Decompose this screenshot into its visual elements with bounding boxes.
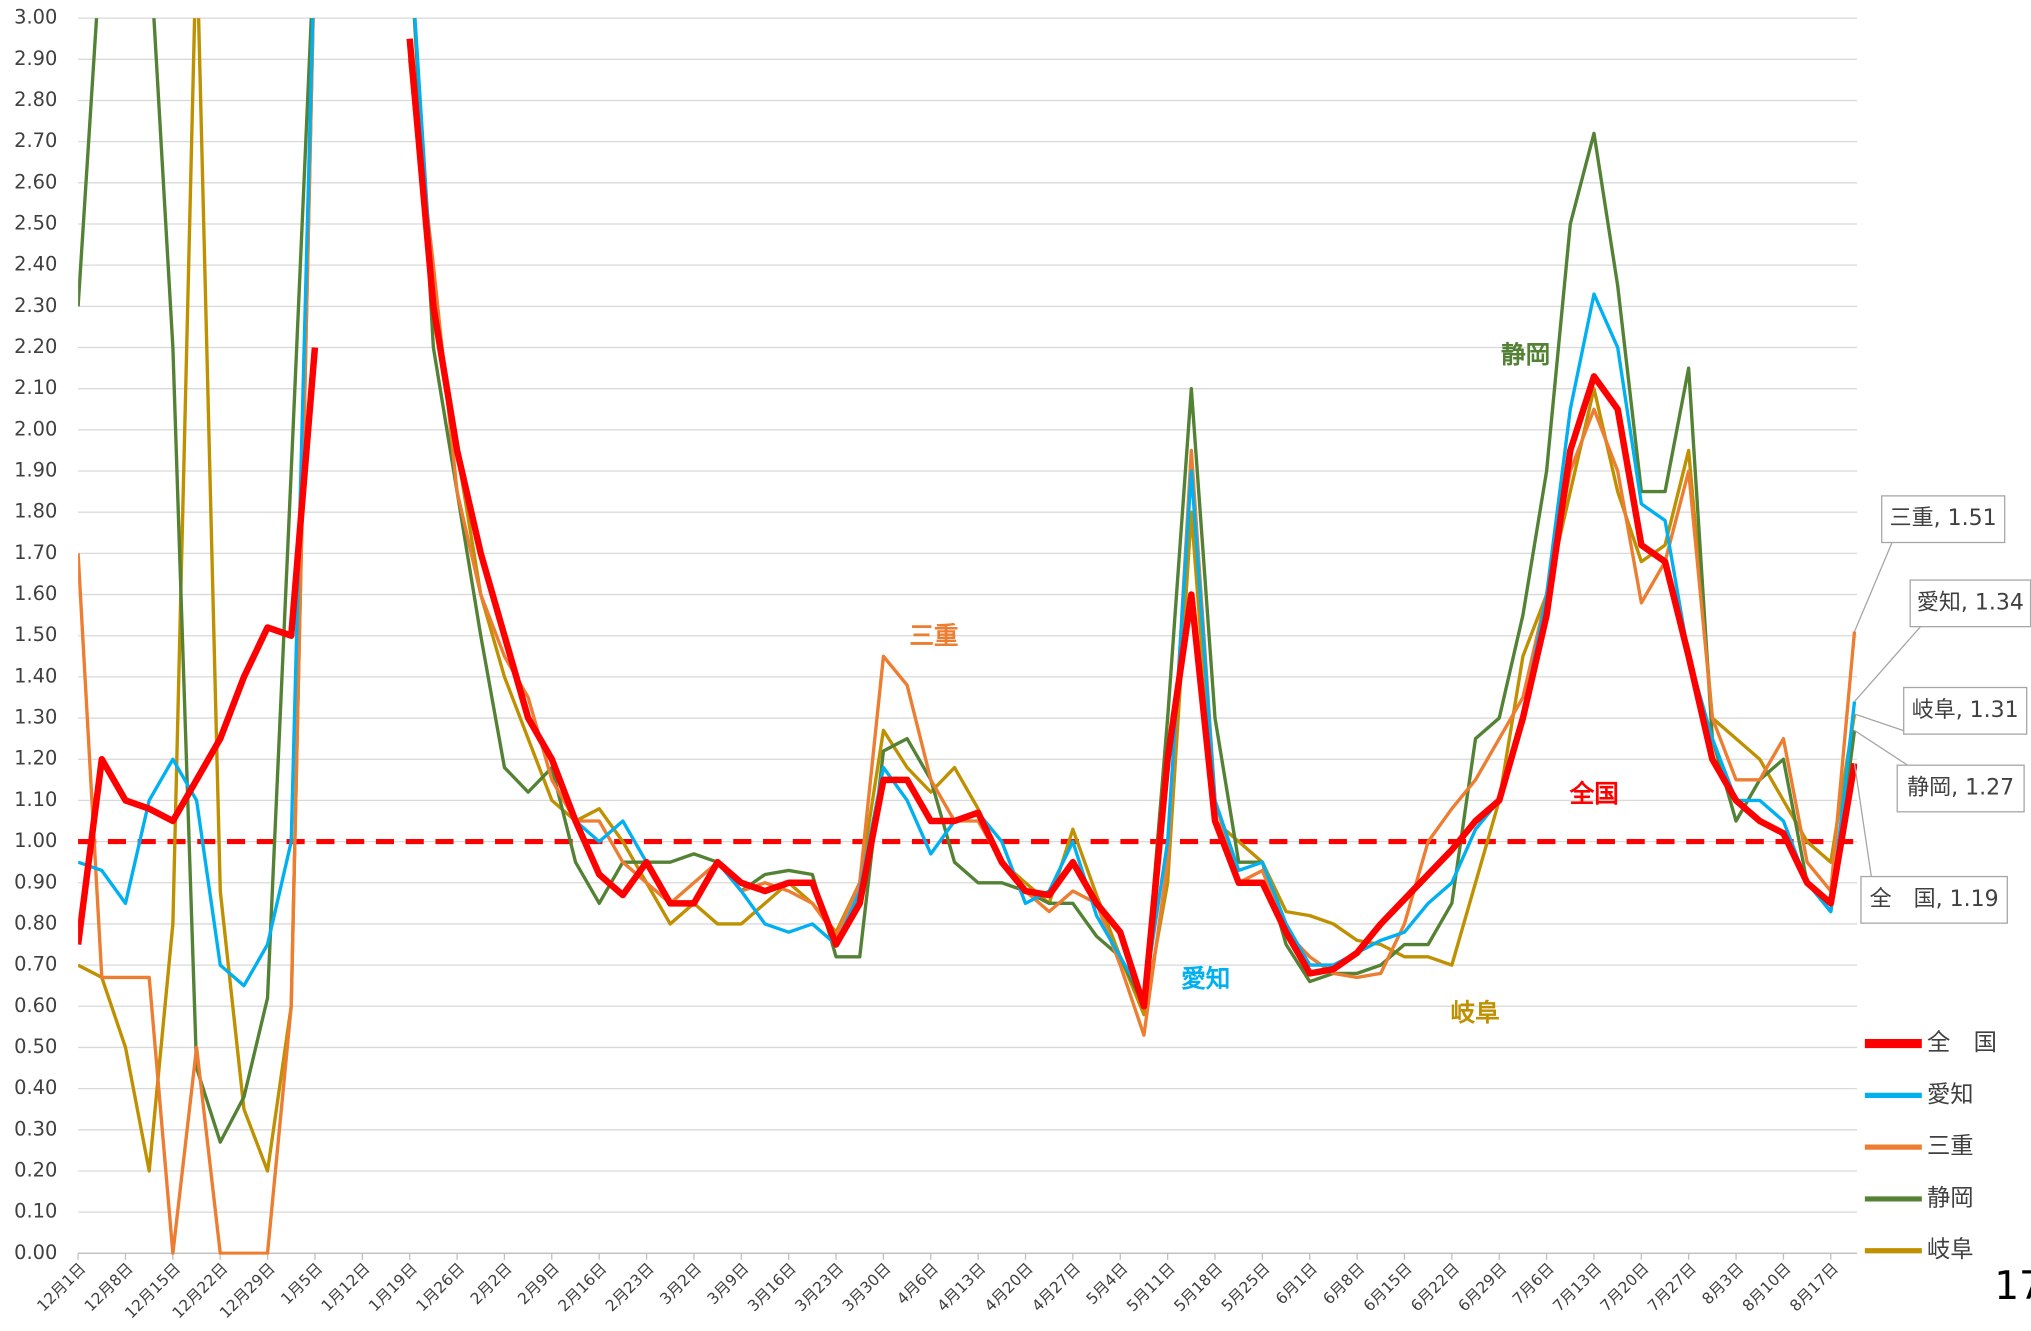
data-label: 三重, 1.51 — [1890, 506, 1997, 531]
callout-box — [1903, 686, 2028, 735]
annotation: 静岡 — [1501, 340, 1550, 369]
x-tick-label: 12月1日 — [34, 1260, 90, 1316]
data-label: 愛知, 1.34 — [1917, 590, 2024, 615]
series-line — [78, 38, 1858, 1010]
data-label: 全 国, 1.19 — [1870, 887, 1999, 912]
legend-label: 愛知 — [1927, 1081, 1974, 1108]
data-label: 静岡, 1.27 — [1907, 776, 2014, 801]
y-tick-label: 2.50 — [14, 211, 57, 234]
y-tick-label: 0.00 — [14, 1241, 57, 1264]
annotation: 岐阜 — [1451, 998, 1500, 1027]
annotation: 三重 — [909, 621, 958, 650]
x-tick-label: 7月20日 — [1597, 1260, 1653, 1316]
y-tick-label: 0.50 — [14, 1035, 57, 1058]
callout-leader — [1853, 763, 1872, 877]
y-tick-label: 1.50 — [14, 623, 57, 646]
y-tick-label: 3.00 — [14, 6, 57, 29]
callout-box — [1881, 495, 2006, 544]
x-tick-label: 1月12日 — [318, 1260, 374, 1316]
x-tick-label: 5月18日 — [1171, 1260, 1227, 1316]
legend-label: 三重 — [1927, 1133, 1974, 1160]
y-tick-label: 2.10 — [14, 376, 57, 399]
x-tick-label: 6月1日 — [1272, 1260, 1321, 1309]
callout-box — [1860, 875, 2008, 924]
x-tick-label: 3月30日 — [839, 1260, 895, 1316]
annotation: 全国 — [1569, 779, 1619, 808]
callout-leader — [1854, 729, 1908, 766]
x-tick-label: 2月23日 — [602, 1260, 658, 1316]
y-tick-label: 0.40 — [14, 1076, 57, 1099]
y-tick-label: 1.20 — [14, 747, 57, 770]
y-tick-label: 1.90 — [14, 459, 57, 482]
y-tick-label: 0.90 — [14, 870, 57, 893]
y-tick-label: 0.70 — [14, 953, 57, 976]
x-tick-label: 8月17日 — [1786, 1260, 1842, 1316]
y-tick-label: 1.60 — [14, 582, 57, 605]
x-tick-label: 1月19日 — [365, 1260, 421, 1316]
y-tick-label: 1.30 — [14, 706, 57, 729]
callout-leader — [1853, 542, 1893, 632]
x-tick-label: 4月20日 — [981, 1260, 1037, 1316]
callout-box — [1896, 764, 2025, 813]
y-tick-label: 2.40 — [14, 253, 57, 276]
x-tick-label: 6月15日 — [1360, 1260, 1416, 1316]
x-tick-label: 8月10日 — [1739, 1260, 1795, 1316]
legend-label: 岐阜 — [1927, 1236, 1974, 1263]
y-tick-label: 2.90 — [14, 47, 57, 70]
x-tick-label: 3月16日 — [744, 1260, 800, 1316]
x-tick-label: 6月22日 — [1407, 1260, 1463, 1316]
x-tick-label: 4月27日 — [1028, 1260, 1084, 1316]
y-tick-label: 1.70 — [14, 541, 57, 564]
callout-box — [1909, 579, 2031, 628]
x-tick-label: 5月25日 — [1218, 1260, 1274, 1316]
page-number: 17 — [1994, 1264, 2031, 1309]
x-tick-label: 4月13日 — [934, 1260, 990, 1316]
series-line — [78, 18, 1857, 1173]
y-tick-label: 2.70 — [14, 129, 57, 152]
x-tick-label: 6月29日 — [1455, 1260, 1511, 1316]
x-tick-label: 3月23日 — [792, 1260, 848, 1316]
y-tick-label: 0.30 — [14, 1117, 57, 1140]
y-tick-label: 1.80 — [14, 500, 57, 523]
y-tick-label: 0.10 — [14, 1200, 57, 1223]
annotation: 愛知 — [1181, 964, 1230, 993]
y-tick-label: 1.40 — [14, 664, 57, 687]
y-tick-label: 1.10 — [14, 788, 57, 811]
series-line — [78, 18, 1857, 1255]
x-tick-label: 7月27日 — [1644, 1260, 1700, 1316]
x-tick-label: 3月2日 — [656, 1260, 705, 1309]
x-tick-label: 1月26日 — [413, 1260, 469, 1316]
x-tick-label: 2月16日 — [555, 1260, 611, 1316]
callout-leader — [1854, 626, 1922, 703]
y-tick-label: 2.80 — [14, 88, 57, 111]
y-tick-label: 2.30 — [14, 294, 57, 317]
y-tick-label: 0.80 — [14, 911, 57, 934]
x-tick-label: 7月13日 — [1550, 1260, 1606, 1316]
y-tick-label: 0.20 — [14, 1158, 57, 1181]
y-tick-label: 1.00 — [14, 829, 57, 852]
x-tick-label: 2月2日 — [467, 1260, 516, 1309]
x-tick-label: 5月11日 — [1123, 1260, 1179, 1316]
legend-label: 静岡 — [1927, 1184, 1974, 1211]
y-tick-label: 0.60 — [14, 994, 57, 1017]
plot-area — [78, 18, 1858, 1255]
legend-label: 全 国 — [1927, 1029, 1997, 1056]
data-label: 岐阜, 1.31 — [1912, 698, 2019, 723]
y-tick-label: 2.60 — [14, 170, 57, 193]
y-tick-label: 2.20 — [14, 335, 57, 358]
y-tick-label: 2.00 — [14, 417, 57, 440]
series-line — [78, 18, 1857, 1144]
